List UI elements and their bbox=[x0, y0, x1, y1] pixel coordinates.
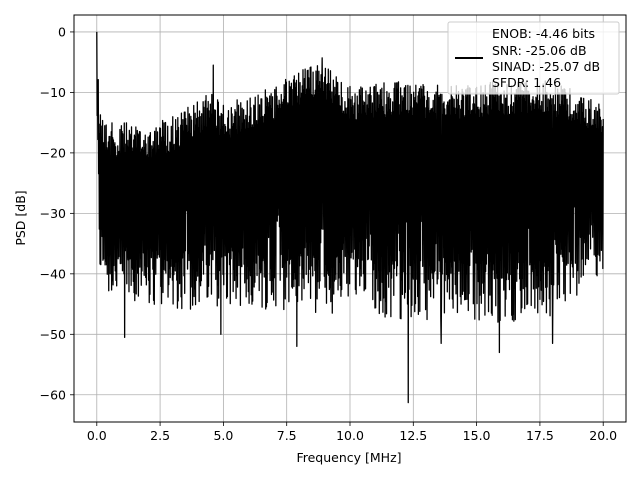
x-tick-label: 12.5 bbox=[399, 428, 427, 443]
psd-trace bbox=[96, 31, 604, 404]
x-tick-label: 2.5 bbox=[150, 428, 170, 443]
y-tick-label: −20 bbox=[40, 145, 66, 160]
y-tick-label: −30 bbox=[40, 206, 66, 221]
psd-series-line bbox=[96, 31, 604, 404]
y-tick-label: −10 bbox=[40, 85, 66, 100]
y-tick-label: −60 bbox=[40, 387, 66, 402]
legend-line-snr: SNR: -25.06 dB bbox=[492, 43, 587, 58]
y-tick-label: 0 bbox=[58, 24, 66, 39]
legend-line-sinad: SINAD: -25.07 dB bbox=[492, 59, 600, 74]
y-tick-label: −40 bbox=[40, 266, 66, 281]
legend-line-sfdr: SFDR: 1.46 bbox=[492, 75, 561, 90]
x-tick-label: 7.5 bbox=[277, 428, 297, 443]
y-axis-label: PSD [dB] bbox=[13, 190, 28, 245]
x-tick-label: 0.0 bbox=[87, 428, 107, 443]
legend-box bbox=[447, 21, 620, 95]
y-axis-ticks: 0 −10 −20 −30 −40 −50 −60 bbox=[40, 24, 74, 402]
x-axis-label: Frequency [MHz] bbox=[296, 450, 401, 465]
legend-line-enob: ENOB: -4.46 bits bbox=[492, 26, 595, 41]
x-tick-label: 5.0 bbox=[213, 428, 233, 443]
x-axis-ticks: 0.0 2.5 5.0 7.5 10.0 12.5 15.0 17.5 20.0 bbox=[87, 422, 617, 443]
x-tick-label: 17.5 bbox=[526, 428, 554, 443]
x-tick-label: 20.0 bbox=[589, 428, 617, 443]
y-tick-label: −50 bbox=[40, 327, 66, 342]
x-tick-label: 10.0 bbox=[336, 428, 364, 443]
x-tick-label: 15.0 bbox=[463, 428, 491, 443]
legend: ENOB: -4.46 bits SNR: -25.06 dB SINAD: -… bbox=[447, 21, 620, 95]
